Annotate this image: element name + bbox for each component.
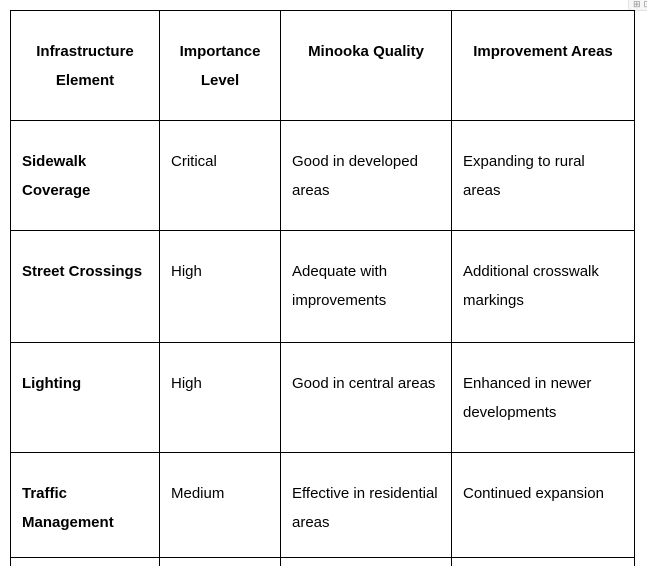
cell-element[interactable]: [10, 557, 160, 566]
table-grid-icon[interactable]: ⊞: [633, 0, 641, 9]
cell-quality[interactable]: Good in developed areas: [280, 120, 452, 231]
cell-quality[interactable]: Good in central areas: [280, 342, 452, 453]
cell-importance[interactable]: Medium: [159, 452, 281, 558]
header-cell-minooka-quality[interactable]: Minooka Quality: [280, 10, 452, 121]
cell-improvement[interactable]: Enhanced in newer developments: [451, 342, 635, 453]
header-cell-importance-level[interactable]: Importance Level: [159, 10, 281, 121]
cell-element[interactable]: Traffic Management: [10, 452, 160, 558]
table-row: Traffic Management Medium Effective in r…: [10, 452, 635, 558]
cell-importance[interactable]: High: [159, 342, 281, 453]
cell-quality[interactable]: Effective in residential areas: [280, 452, 452, 558]
table-controls-chip[interactable]: ⊞ ⊡: [628, 0, 647, 11]
cell-element[interactable]: Sidewalk Coverage: [10, 120, 160, 231]
cell-importance[interactable]: Critical: [159, 120, 281, 231]
cell-quality[interactable]: Adequate with improvements: [280, 230, 452, 343]
cell-importance[interactable]: High: [159, 230, 281, 343]
header-cell-infrastructure-element[interactable]: Infrastructure Element: [10, 10, 160, 121]
table-row-partial: [10, 557, 635, 566]
table-row: Sidewalk Coverage Critical Good in devel…: [10, 120, 635, 231]
table-header-row: Infrastructure Element Importance Level …: [10, 10, 635, 121]
cell-element[interactable]: Lighting: [10, 342, 160, 453]
table-row: Lighting High Good in central areas Enha…: [10, 342, 635, 453]
cell-improvement[interactable]: [451, 557, 635, 566]
header-cell-improvement-areas[interactable]: Improvement Areas: [451, 10, 635, 121]
cell-quality[interactable]: [280, 557, 452, 566]
infrastructure-table: Infrastructure Element Importance Level …: [10, 10, 635, 566]
more-options-icon[interactable]: ⊡: [644, 0, 647, 9]
cell-importance[interactable]: [159, 557, 281, 566]
cell-improvement[interactable]: Additional crosswalk markings: [451, 230, 635, 343]
cell-element[interactable]: Street Crossings: [10, 230, 160, 343]
cell-improvement[interactable]: Expanding to rural areas: [451, 120, 635, 231]
table-row: Street Crossings High Adequate with impr…: [10, 230, 635, 343]
cell-improvement[interactable]: Continued expansion: [451, 452, 635, 558]
